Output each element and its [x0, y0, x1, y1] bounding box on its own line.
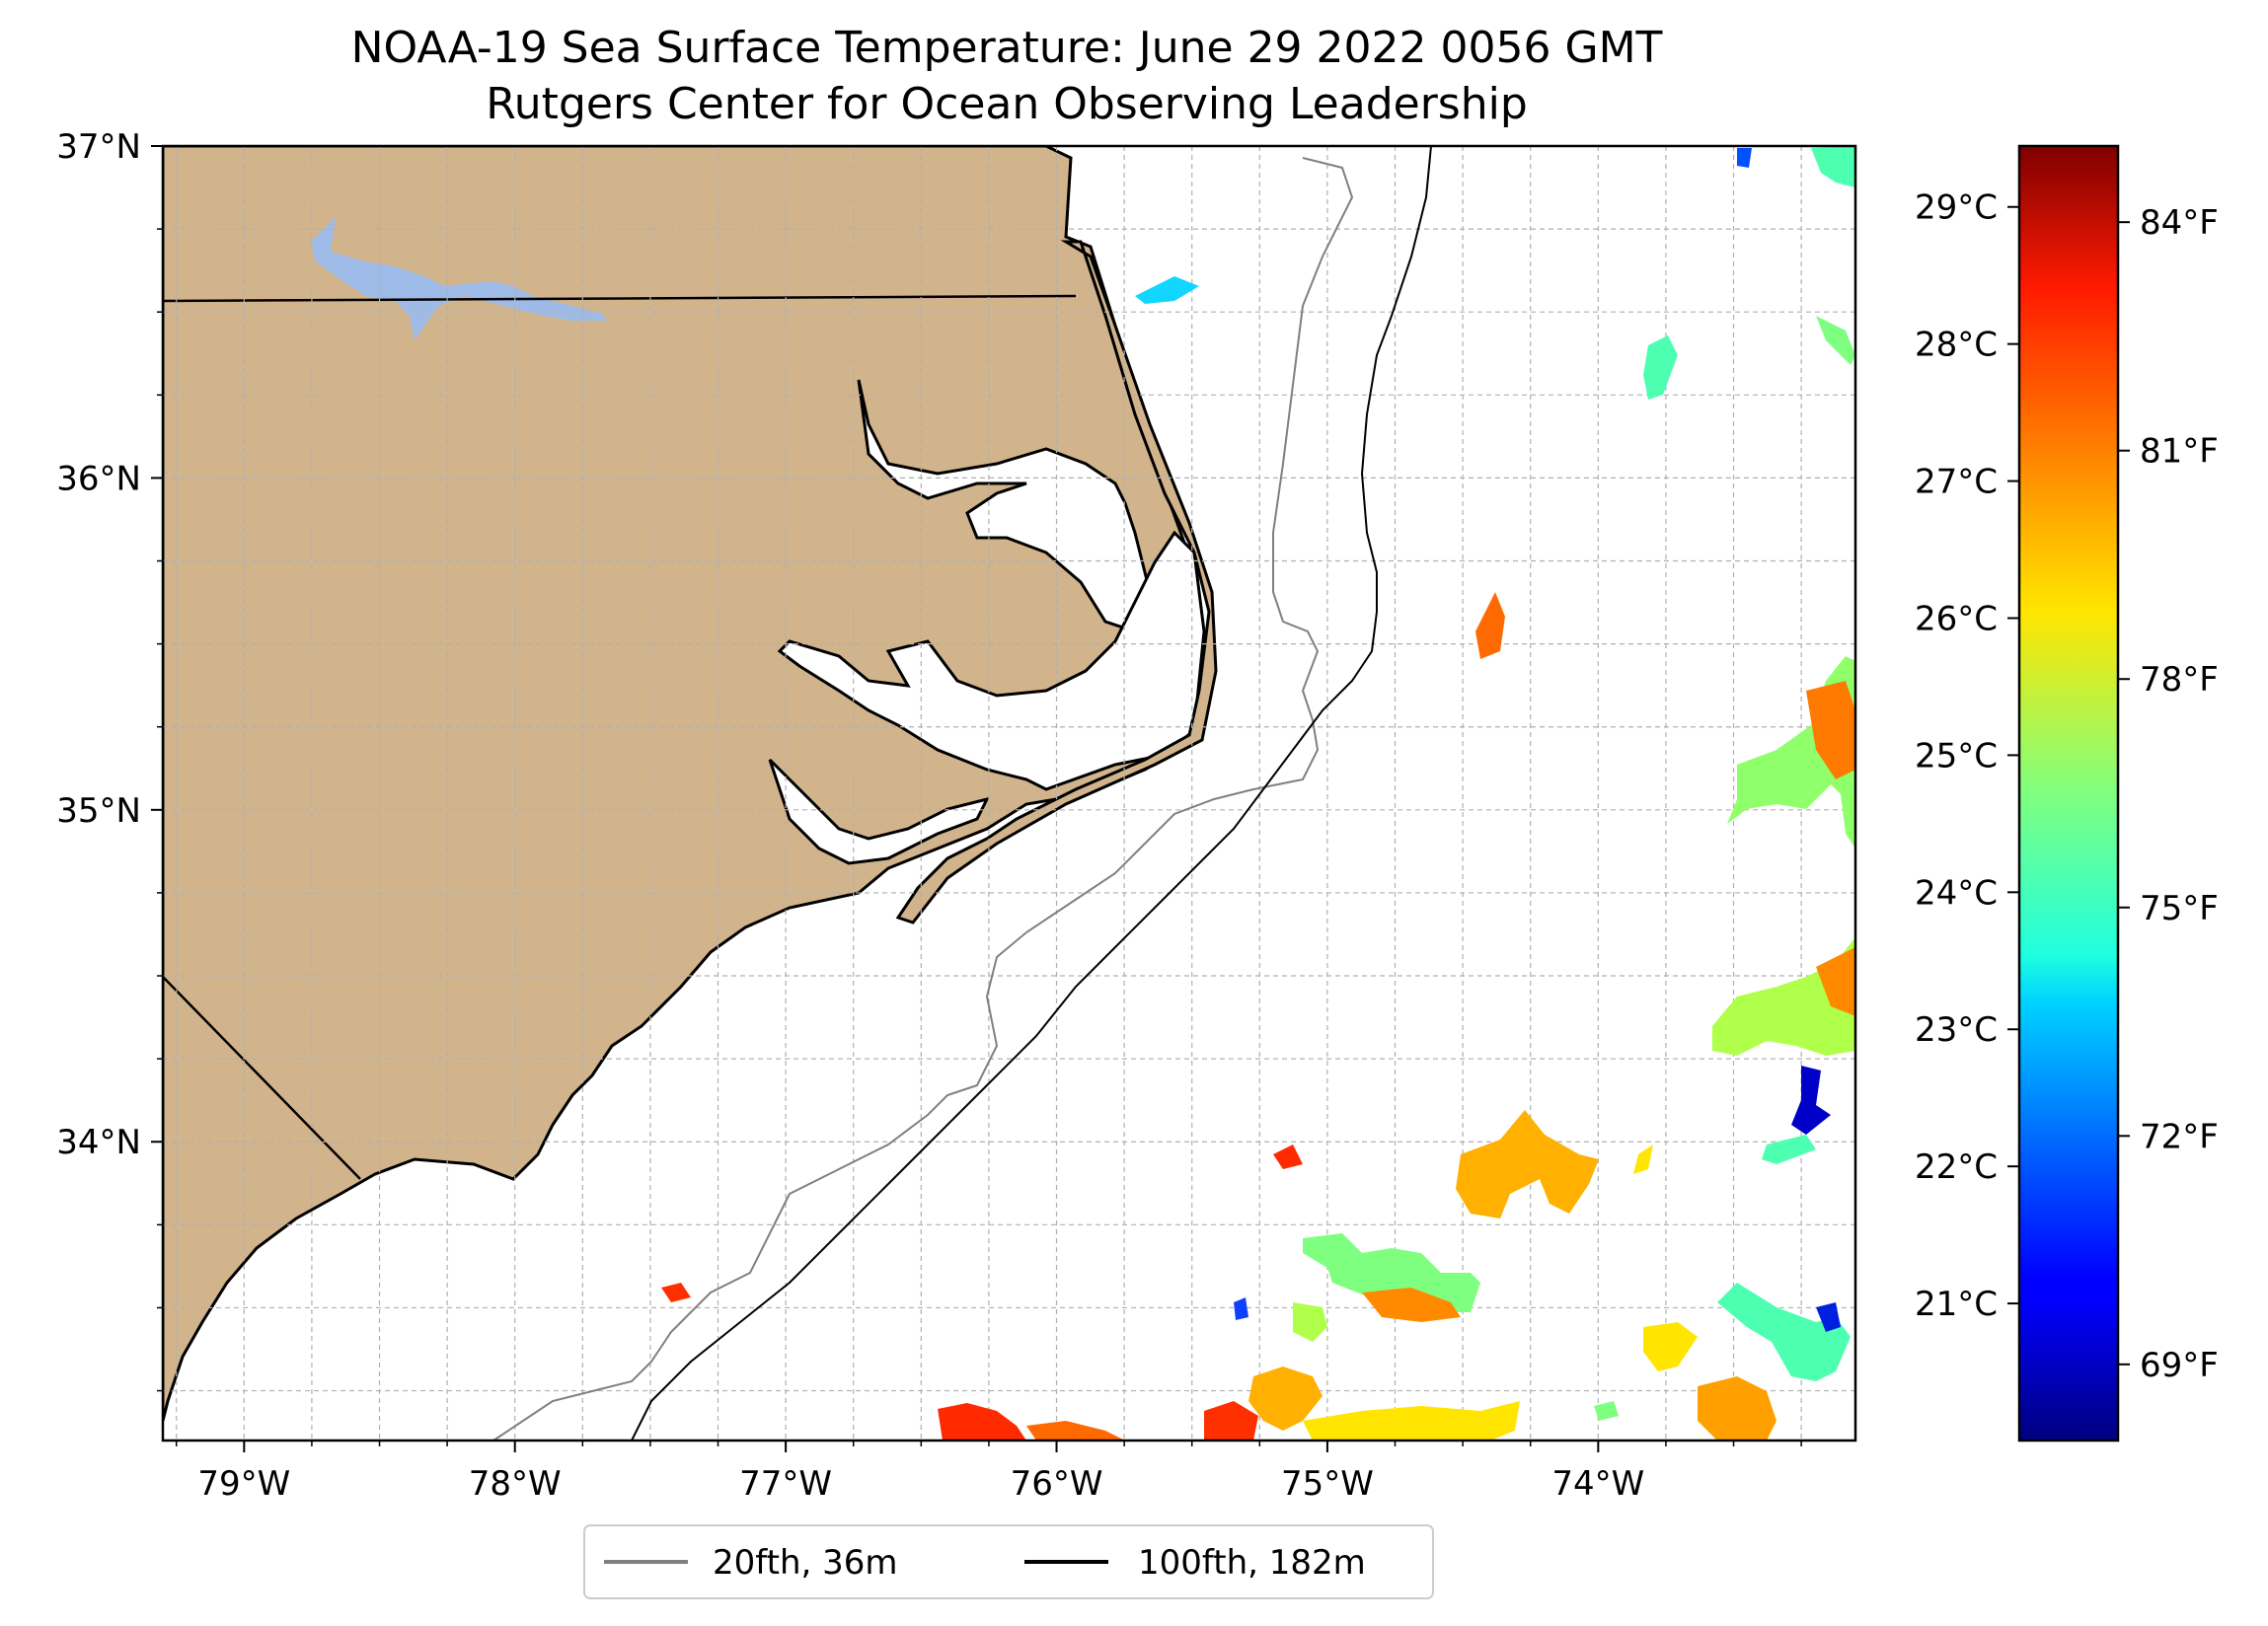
- sst-patch: [1762, 1135, 1816, 1164]
- sst-patch: [1806, 681, 1855, 779]
- sst-patch: [1811, 146, 1855, 187]
- celsius-tick-label: 25°C: [1915, 736, 1998, 776]
- celsius-tick-label: 27°C: [1915, 463, 1998, 502]
- pamlico-sound: [777, 530, 1206, 791]
- longitude-ticks: 79°W 78°W 77°W 76°W 75°W 74°W: [175, 1441, 1802, 1504]
- sst-patch: [1737, 148, 1752, 168]
- colorbar-gradient: [2017, 144, 2120, 1442]
- outer-banks: [895, 240, 1218, 924]
- sst-patch: [1698, 1376, 1777, 1441]
- albemarle-sound: [857, 379, 1157, 633]
- celsius-tick-label: 23°C: [1915, 1010, 1998, 1050]
- lon-tick-label: 76°W: [1011, 1464, 1103, 1504]
- colorbar-fahrenheit-ticks: 84°F 81°F 78°F 75°F 72°F 69°F: [2118, 203, 2219, 1385]
- celsius-tick-label: 21°C: [1915, 1285, 1998, 1324]
- sst-patch: [1248, 1367, 1323, 1431]
- sst-patch: [1303, 1233, 1480, 1312]
- colorbar-celsius-ticks: 29°C 28°C 27°C 26°C 25°C 24°C 23°C 22°C 21°C: [1915, 188, 2019, 1324]
- sst-patch: [1026, 1421, 1125, 1441]
- legend-label-20fth: 20fth, 36m: [713, 1543, 898, 1583]
- neuse-river: [768, 758, 990, 865]
- sst-patch: [1234, 1297, 1248, 1320]
- lat-tick-label: 35°N: [56, 791, 141, 831]
- sst-data-patches: [661, 146, 1855, 1441]
- sst-patch: [1712, 937, 1855, 1056]
- sst-patch: [1643, 1322, 1698, 1371]
- map-area: [163, 146, 1855, 1441]
- celsius-tick-label: 26°C: [1915, 599, 1998, 638]
- latitude-ticks: 37°N 36°N 35°N 34°N: [56, 127, 163, 1392]
- fahrenheit-tick-label: 69°F: [2140, 1346, 2219, 1385]
- sst-patch: [1456, 1110, 1599, 1219]
- sst-patch: [1303, 1401, 1520, 1441]
- fahrenheit-tick-label: 81°F: [2140, 432, 2219, 472]
- map-title-line-2: Rutgers Center for Ocean Observing Leade…: [486, 79, 1528, 129]
- sst-patch: [1816, 947, 1855, 1016]
- lat-tick-label: 37°N: [56, 127, 141, 167]
- fahrenheit-tick-label: 78°F: [2140, 660, 2219, 700]
- state-boundary-nc-sc: [163, 976, 361, 1180]
- celsius-tick-label: 28°C: [1915, 326, 1998, 365]
- lon-tick-label: 78°W: [469, 1464, 562, 1504]
- lat-tick-label: 36°N: [56, 459, 141, 498]
- sst-patch: [1717, 1283, 1851, 1381]
- celsius-tick-label: 29°C: [1915, 188, 1998, 228]
- sst-patch: [1816, 316, 1855, 365]
- lat-tick-label: 34°N: [56, 1123, 141, 1162]
- sst-patch: [1273, 1145, 1303, 1169]
- state-boundary-va-nc: [163, 294, 1077, 303]
- celsius-tick-label: 24°C: [1915, 873, 1998, 913]
- legend-label-100fth: 100fth, 182m: [1138, 1543, 1366, 1583]
- lake-kerr: [311, 217, 607, 340]
- sst-patch: [938, 1403, 1026, 1441]
- gridlines: [163, 146, 1855, 1441]
- legend-box: [583, 1524, 1434, 1599]
- sst-patch: [1362, 1288, 1461, 1322]
- map-title-line-1: NOAA-19 Sea Surface Temperature: June 29…: [351, 23, 1663, 73]
- map-frame: [161, 144, 1857, 1442]
- sst-patch: [661, 1283, 691, 1302]
- colorbar: 29°C 28°C 27°C 26°C 25°C 24°C 23°C 22°C 21°C 84°…: [1915, 144, 2219, 1442]
- sst-patch: [1475, 592, 1505, 659]
- sst-patch: [1135, 276, 1199, 304]
- lon-tick-label: 79°W: [197, 1464, 290, 1504]
- fahrenheit-tick-label: 75°F: [2140, 889, 2219, 928]
- sst-patch: [1633, 1145, 1653, 1174]
- sst-patch: [1643, 335, 1678, 400]
- fahrenheit-tick-label: 72°F: [2140, 1117, 2219, 1156]
- sst-patch: [1791, 1066, 1831, 1135]
- sst-patch: [1293, 1302, 1327, 1342]
- celsius-tick-label: 22°C: [1915, 1147, 1998, 1187]
- sst-patch: [1594, 1401, 1619, 1421]
- lon-tick-label: 77°W: [739, 1464, 832, 1504]
- lon-tick-label: 74°W: [1551, 1464, 1644, 1504]
- sst-patch: [1816, 1302, 1841, 1332]
- isobath-20fth: [492, 157, 1354, 1441]
- isobath-legend: 20fth, 36m 100fth, 182m: [583, 1524, 1434, 1599]
- sst-patch: [1204, 1401, 1258, 1441]
- fahrenheit-tick-label: 84°F: [2140, 203, 2219, 243]
- isobath-100fth: [631, 146, 1432, 1441]
- lon-tick-label: 75°W: [1281, 1464, 1374, 1504]
